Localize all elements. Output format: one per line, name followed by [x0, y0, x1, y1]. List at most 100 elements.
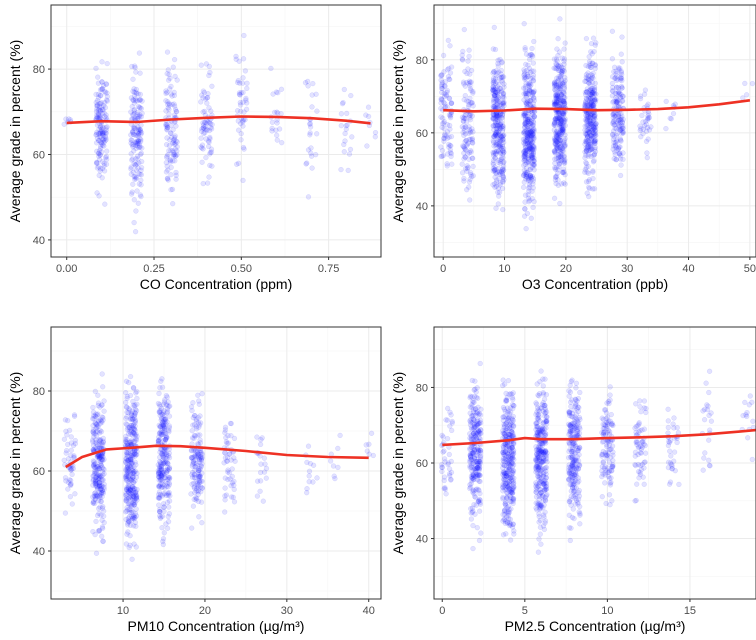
panel-co-point	[98, 124, 104, 130]
panel-pm10-point	[68, 434, 74, 440]
panel-pm10-point	[337, 432, 343, 439]
panel-pm10-point	[193, 497, 199, 503]
panel-pm25-point	[507, 537, 514, 543]
panel-pm25-point	[536, 390, 543, 397]
panel-o3-point	[468, 129, 474, 136]
panel-co-point	[139, 98, 145, 104]
panel-co-point	[171, 89, 177, 96]
panel-pm25-point	[599, 464, 605, 470]
panel-co-point	[135, 140, 141, 146]
panel-o3-point	[490, 150, 497, 157]
panel-o3-point	[493, 112, 500, 118]
panel-o3-point	[448, 153, 454, 160]
panel-o3-x-tick-label: 0	[440, 263, 446, 275]
panel-o3-point	[499, 137, 505, 144]
panel-o3-point	[439, 124, 445, 131]
panel-o3-point	[524, 116, 530, 123]
panel-pm25-point	[535, 455, 541, 461]
panel-pm10-point	[128, 431, 134, 438]
panel-pm10-point	[71, 413, 78, 419]
panel-pm25-point	[641, 481, 647, 487]
panel-o3-point	[466, 149, 473, 156]
panel-pm10-point	[131, 451, 137, 457]
panel-co-point	[365, 104, 372, 110]
panel-co-point	[98, 149, 105, 155]
panel-co-point	[98, 126, 104, 133]
panel-o3-point	[495, 185, 502, 191]
panel-co-point	[131, 197, 137, 203]
panel-pm10-point	[314, 475, 320, 481]
panel-co-point	[243, 106, 250, 112]
panel-o3-point	[442, 101, 448, 107]
panel-co-point	[363, 112, 369, 118]
panel-co-point	[102, 105, 109, 111]
panel-pm25-point	[605, 473, 612, 480]
panel-o3-point	[495, 123, 501, 129]
panel-co-point	[131, 100, 137, 106]
panel-o3-point	[527, 144, 533, 150]
panel-co-point	[204, 127, 210, 133]
panel-pm25-point	[706, 368, 713, 374]
panel-o3-point	[492, 131, 499, 137]
panel-o3-point	[467, 117, 474, 123]
panel-co-point	[137, 70, 143, 76]
panel-co-point	[163, 160, 169, 166]
panel-pm10-point	[92, 420, 98, 426]
panel-pm25-point	[543, 418, 549, 424]
panel-o3-point	[561, 180, 567, 186]
panel-o3-point	[459, 57, 466, 63]
panel-co-point	[204, 95, 210, 101]
panel-o3-point	[498, 120, 504, 126]
panel-co-point	[240, 123, 246, 129]
panel-co-point	[348, 92, 354, 99]
panel-o3-point	[491, 88, 497, 94]
panel-pm10-point	[166, 482, 173, 488]
panel-o3-point	[460, 143, 466, 149]
panel-o3-point	[525, 185, 532, 191]
panel-o3-point	[531, 198, 537, 205]
panel-pm25-point	[500, 532, 507, 538]
panel-co-point	[163, 88, 169, 94]
panel-pm25-point	[740, 412, 746, 419]
panel-o3-point	[464, 70, 470, 77]
panel-o3-point	[527, 81, 533, 87]
panel-co-point	[93, 91, 99, 98]
panel-pm25-point	[608, 411, 614, 418]
panel-co-point	[100, 132, 106, 139]
panel-o3-point	[525, 119, 531, 125]
panel-o3-point	[441, 135, 447, 142]
panel-o3-point	[464, 79, 470, 86]
panel-pm10-point	[67, 481, 73, 488]
panel-o3-point	[469, 126, 475, 132]
panel-co-point	[94, 190, 100, 196]
panel-pm25-point	[641, 398, 648, 404]
panel-co-point	[136, 97, 142, 103]
panel-pm10-point	[100, 538, 106, 545]
panel-co-point	[166, 111, 172, 117]
panel-pm25-point	[571, 450, 578, 456]
panel-pm10-point	[127, 542, 133, 548]
panel-pm25-point	[475, 395, 481, 401]
panel-co-point	[173, 138, 179, 144]
panel-pm25-point	[476, 537, 483, 544]
panel-o3-point	[441, 83, 448, 89]
panel-o3-point	[530, 204, 536, 211]
panel-co-point	[165, 177, 171, 183]
panel-o3-point	[468, 171, 474, 178]
panel-o3-point	[442, 79, 448, 85]
panel-pm25-point	[642, 450, 649, 456]
panel-pm25-point	[577, 512, 583, 518]
panel-o3-point	[495, 119, 501, 125]
panel-o3-point	[494, 179, 500, 185]
panel-o3-point	[493, 171, 500, 177]
panel-co-point	[137, 151, 144, 158]
panel-o3-point	[586, 177, 593, 183]
panel-o3-point	[441, 138, 447, 144]
panel-pm10-point	[95, 402, 101, 409]
panel-o3-point	[643, 138, 650, 145]
panel-pm10-point	[197, 432, 203, 438]
panel-o3-point	[493, 85, 499, 91]
panel-co-point	[238, 90, 244, 96]
panel-o3-point	[592, 138, 598, 144]
panel-o3-point	[443, 93, 450, 99]
